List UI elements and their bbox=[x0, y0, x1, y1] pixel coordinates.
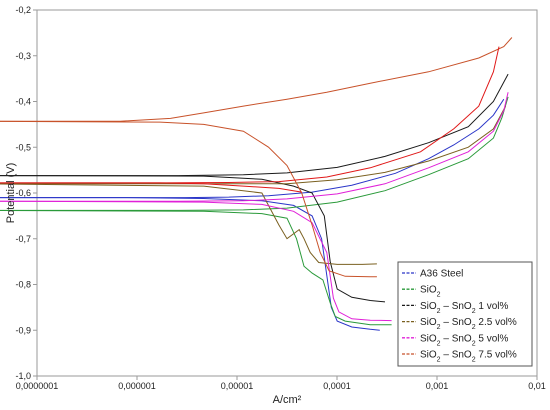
series-a36-steel bbox=[0, 98, 505, 331]
legend-label-part: SiO bbox=[420, 317, 437, 328]
legend-box bbox=[397, 261, 533, 367]
y-tick-label: -0,9 bbox=[15, 325, 31, 335]
legend-label-subscript: 2 bbox=[472, 307, 476, 314]
legend-label-part: 5 vol% bbox=[476, 333, 509, 344]
series-layer bbox=[0, 37, 513, 331]
legend-label-subscript: 2 bbox=[437, 291, 441, 298]
x-tick-label: 0,0000001 bbox=[16, 381, 59, 391]
legend-label-part: – SnO bbox=[441, 301, 472, 312]
legend-item: SiO2 – SnO2 1 vol% bbox=[402, 301, 509, 315]
series-line-anodic bbox=[0, 105, 507, 185]
series-line-cathodic bbox=[0, 120, 377, 278]
legend-label: SiO2 – SnO2 2.5 vol% bbox=[420, 317, 517, 331]
legend-label-part: 2.5 vol% bbox=[476, 317, 517, 328]
series-line-cathodic bbox=[0, 183, 377, 265]
y-axis-title: Potential (V) bbox=[5, 163, 17, 224]
x-tick-label: 0,01 bbox=[528, 381, 546, 391]
series-line-anodic bbox=[0, 37, 513, 122]
y-tick-label: -0,6 bbox=[15, 188, 31, 198]
y-tick-label: -0,8 bbox=[15, 280, 31, 290]
y-tick-label: -0,5 bbox=[15, 142, 31, 152]
legend-label-part: 7.5 vol% bbox=[476, 350, 517, 361]
legend-label-subscript: 2 bbox=[472, 340, 476, 347]
legend-item: SiO2 bbox=[402, 285, 441, 299]
legend-label-part: – SnO bbox=[441, 317, 472, 328]
legend-label: SiO2 bbox=[420, 285, 441, 299]
legend-label: A36 Steel bbox=[420, 269, 463, 280]
legend-label-subscript: 2 bbox=[437, 340, 441, 347]
y-tick-label: -0,3 bbox=[15, 51, 31, 61]
series-line-cathodic bbox=[0, 209, 392, 326]
legend-label-part: – SnO bbox=[441, 350, 472, 361]
legend-label-part: SiO bbox=[420, 350, 437, 361]
series-sio2-sno2-7-5-vol bbox=[0, 37, 513, 278]
legend-item: A36 Steel bbox=[402, 269, 463, 280]
series-line-anodic bbox=[0, 92, 509, 202]
legend-label-part: 1 vol% bbox=[476, 301, 509, 312]
legend-label-subscript: 2 bbox=[437, 307, 441, 314]
y-tick-label: -0,7 bbox=[15, 234, 31, 244]
series-sio2-sno2-5-vol bbox=[0, 92, 509, 322]
legend-label-part: SiO bbox=[420, 333, 437, 344]
legend-label-subscript: 2 bbox=[472, 356, 476, 363]
series-line-cathodic bbox=[0, 197, 380, 331]
legend-item: SiO2 – SnO2 5 vol% bbox=[402, 333, 509, 347]
legend-label: SiO2 – SnO2 5 vol% bbox=[420, 333, 509, 347]
legend-label-subscript: 2 bbox=[437, 356, 441, 363]
x-tick-label: 0,00001 bbox=[221, 381, 254, 391]
x-tick-label: 0,001 bbox=[426, 381, 449, 391]
x-axis-title: A/cm² bbox=[273, 394, 302, 406]
x-tick-label: 0,0001 bbox=[323, 381, 351, 391]
legend-label-part: SiO bbox=[420, 285, 437, 296]
legend-label-part: SiO bbox=[420, 301, 437, 312]
series-line-cathodic bbox=[0, 182, 302, 193]
legend-label: SiO2 – SnO2 7.5 vol% bbox=[420, 350, 517, 364]
series-line-anodic bbox=[0, 96, 509, 211]
series-sio2-sno2-2-5-vol bbox=[0, 105, 507, 265]
series-line-cathodic bbox=[0, 200, 392, 322]
legend-item: SiO2 – SnO2 2.5 vol% bbox=[402, 317, 517, 331]
legend-label: SiO2 – SnO2 1 vol% bbox=[420, 301, 509, 315]
series-unlabeled bbox=[0, 46, 500, 193]
legend-label-part: – SnO bbox=[441, 333, 472, 344]
y-tick-label: -0,2 bbox=[15, 5, 31, 15]
x-tick-label: 0,000001 bbox=[118, 381, 156, 391]
tick-layer: 0,0000001 0,000001 0,00001 0,0001 0,001 0,01 -… bbox=[15, 5, 545, 391]
legend-label-part: A36 Steel bbox=[420, 269, 463, 280]
y-tick-label: -0,4 bbox=[15, 97, 31, 107]
legend-label-subscript: 2 bbox=[472, 324, 476, 331]
legend-item: SiO2 – SnO2 7.5 vol% bbox=[402, 350, 517, 364]
series-line-cathodic bbox=[0, 175, 386, 303]
legend-label-subscript: 2 bbox=[437, 324, 441, 331]
series-sio2 bbox=[0, 96, 509, 326]
series-sio2-sno2-1-vol bbox=[0, 73, 509, 303]
y-tick-label: -1,0 bbox=[15, 371, 31, 381]
